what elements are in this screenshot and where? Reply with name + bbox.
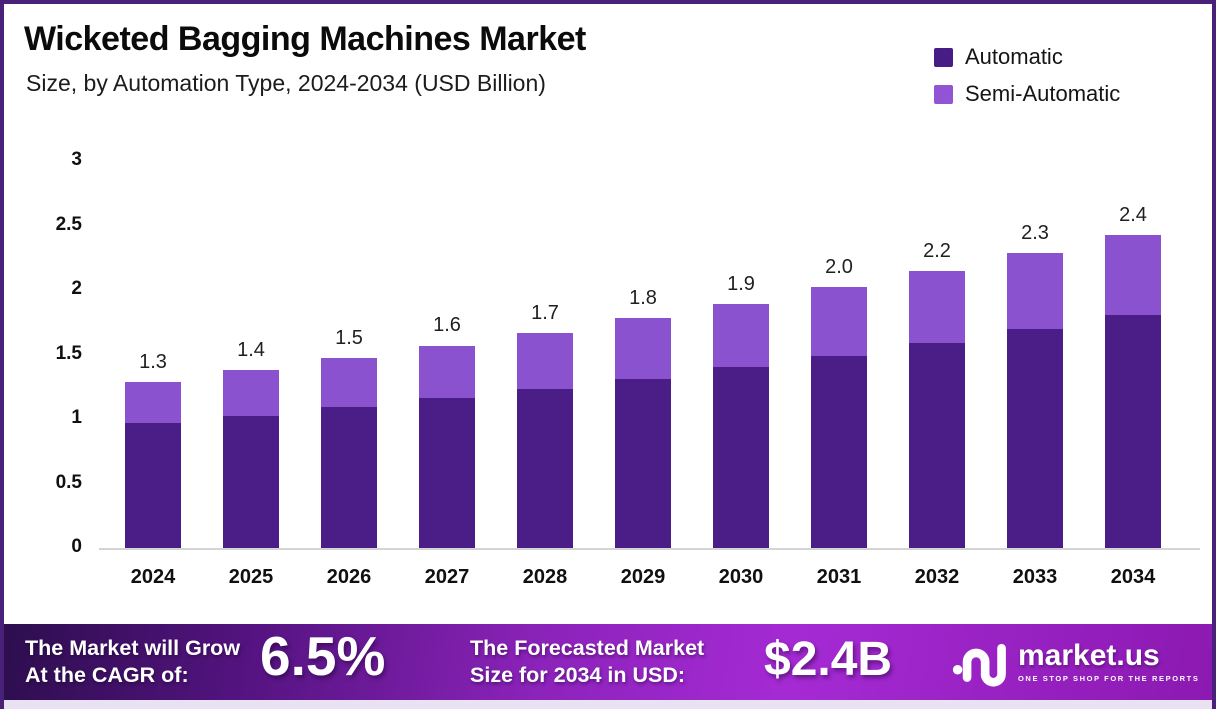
x-axis-label-2026: 2026: [326, 566, 372, 588]
bar-group-2025: 1.4 2025: [202, 154, 300, 588]
y-axis-tick-labels: 3 2.5 2 1.5 1 0.5 0: [22, 149, 82, 557]
bar-group-2033: 2.3 2033: [986, 154, 1084, 588]
bar-segment-automatic: [1105, 314, 1161, 548]
bar-total-label: 2.3: [1021, 221, 1049, 244]
x-axis-label-2029: 2029: [620, 566, 666, 588]
bar-segment-semi-automatic: [615, 318, 671, 380]
marketus-logo: market.us ONE STOP SHOP FOR THE REPORTS: [952, 637, 1199, 687]
bar-total-label: 1.6: [433, 314, 461, 337]
bar-segment-semi-automatic: [713, 304, 769, 368]
forecast-label-line2: Size for 2034 in USD:: [470, 663, 686, 687]
bar-segment-semi-automatic: [517, 332, 573, 390]
bar-segment-semi-automatic: [909, 270, 965, 343]
legend-item-semi-automatic: Semi-Automatic: [934, 81, 1120, 107]
bar-group-2028: 1.7 2028: [496, 154, 594, 588]
marketus-logo-icon: [952, 643, 1006, 687]
y-tick-label: 1.5: [55, 342, 82, 364]
forecast-value: $2.4B: [764, 633, 893, 686]
bar-segment-semi-automatic: [1007, 252, 1063, 329]
bar-segment-automatic: [615, 379, 671, 548]
bar-total-label: 1.8: [629, 287, 657, 310]
bar-total-label: 1.9: [727, 273, 755, 296]
bar-segment-automatic: [713, 367, 769, 548]
y-tick-label: 0: [71, 536, 82, 557]
marketus-logo-textblock: market.us ONE STOP SHOP FOR THE REPORTS: [1018, 639, 1200, 684]
x-axis-label-2031: 2031: [816, 566, 862, 588]
bar-segment-semi-automatic: [223, 369, 279, 417]
marketus-logo-tagline: ONE STOP SHOP FOR THE REPORTS: [1018, 674, 1200, 683]
y-tick-label: 2: [71, 278, 82, 299]
x-axis-label-2024: 2024: [130, 566, 176, 588]
x-axis-label-2032: 2032: [914, 566, 960, 588]
bar-total-label: 1.3: [139, 350, 167, 373]
cagr-label-line1: The Market will Grow: [25, 636, 241, 660]
bar-total-label: 1.5: [335, 327, 363, 350]
bar-total-label: 1.4: [237, 338, 265, 361]
legend-swatch: [934, 47, 953, 67]
bottom-strip: [4, 700, 1212, 709]
cagr-banner: The Market will Grow At the CAGR of: 6.5…: [4, 624, 1212, 704]
y-tick-label: 0.5: [55, 471, 82, 493]
marketus-logo-text: market.us: [1018, 639, 1160, 672]
page-subtitle: Size, by Automation Type, 2024-2034 (USD…: [26, 70, 546, 96]
y-tick-label: 3: [71, 149, 82, 170]
y-tick-label: 2.5: [55, 213, 82, 235]
cagr-value: 6.5%: [260, 625, 386, 687]
cagr-label-line2: At the CAGR of:: [25, 663, 189, 687]
bar-segment-semi-automatic: [419, 345, 475, 399]
forecast-label: The Forecasted Market Size for 2034 in U…: [470, 635, 704, 689]
bar-segment-automatic: [1007, 328, 1063, 548]
bar-group-2024: 1.3 2024: [104, 154, 202, 588]
x-axis-label-2033: 2033: [1012, 566, 1058, 588]
page-title: Wicketed Bagging Machines Market: [24, 20, 586, 58]
bar-segment-automatic: [321, 407, 377, 548]
bar-segment-semi-automatic: [1105, 234, 1161, 315]
bar-group-2029: 1.8 2029: [594, 154, 692, 588]
legend-item-automatic: Automatic: [934, 44, 1120, 70]
bar-segment-semi-automatic: [125, 381, 181, 423]
bar-segment-semi-automatic: [321, 358, 377, 408]
bar-group-2027: 1.6 2027: [398, 154, 496, 588]
bar-group-2026: 1.5 2026: [300, 154, 398, 588]
bar-group-2030: 1.9 2030: [692, 154, 790, 588]
bar-segment-automatic: [125, 422, 181, 548]
x-axis-label-2030: 2030: [718, 566, 764, 588]
bar-segment-automatic: [811, 355, 867, 548]
bar-total-label: 1.7: [531, 301, 559, 324]
forecast-label-line1: The Forecasted Market: [470, 636, 705, 660]
bar-segment-automatic: [517, 389, 573, 548]
legend-swatch: [934, 84, 953, 104]
bar-segment-automatic: [419, 398, 475, 548]
chart-legend: Automatic Semi-Automatic: [934, 44, 1120, 107]
cagr-label: The Market will Grow At the CAGR of:: [25, 635, 240, 689]
x-axis-label-2034: 2034: [1110, 566, 1156, 588]
legend-label: Automatic: [965, 44, 1063, 69]
legend-label: Semi-Automatic: [965, 81, 1121, 106]
x-axis-label-2027: 2027: [424, 566, 470, 588]
bar-group-2031: 2.0 2031: [790, 154, 888, 588]
bar-chart-plot-area: 1.3 2024 1.4 2025 1.5 2026 1.6 2027 1.7 2028 1.8 20…: [99, 154, 1200, 588]
bar-segment-semi-automatic: [811, 287, 867, 356]
bar-segment-automatic: [223, 416, 279, 548]
bar-group-2034: 2.4 2034: [1084, 154, 1182, 588]
bar-segment-automatic: [909, 342, 965, 548]
bar-total-label: 2.2: [923, 239, 951, 262]
x-axis-label-2028: 2028: [522, 566, 568, 588]
x-axis-label-2025: 2025: [228, 566, 274, 588]
bar-total-label: 2.0: [825, 256, 853, 279]
bar-group-2032: 2.2 2032: [888, 154, 986, 588]
bar-total-label: 2.4: [1119, 203, 1147, 226]
y-tick-label: 1: [71, 407, 82, 428]
